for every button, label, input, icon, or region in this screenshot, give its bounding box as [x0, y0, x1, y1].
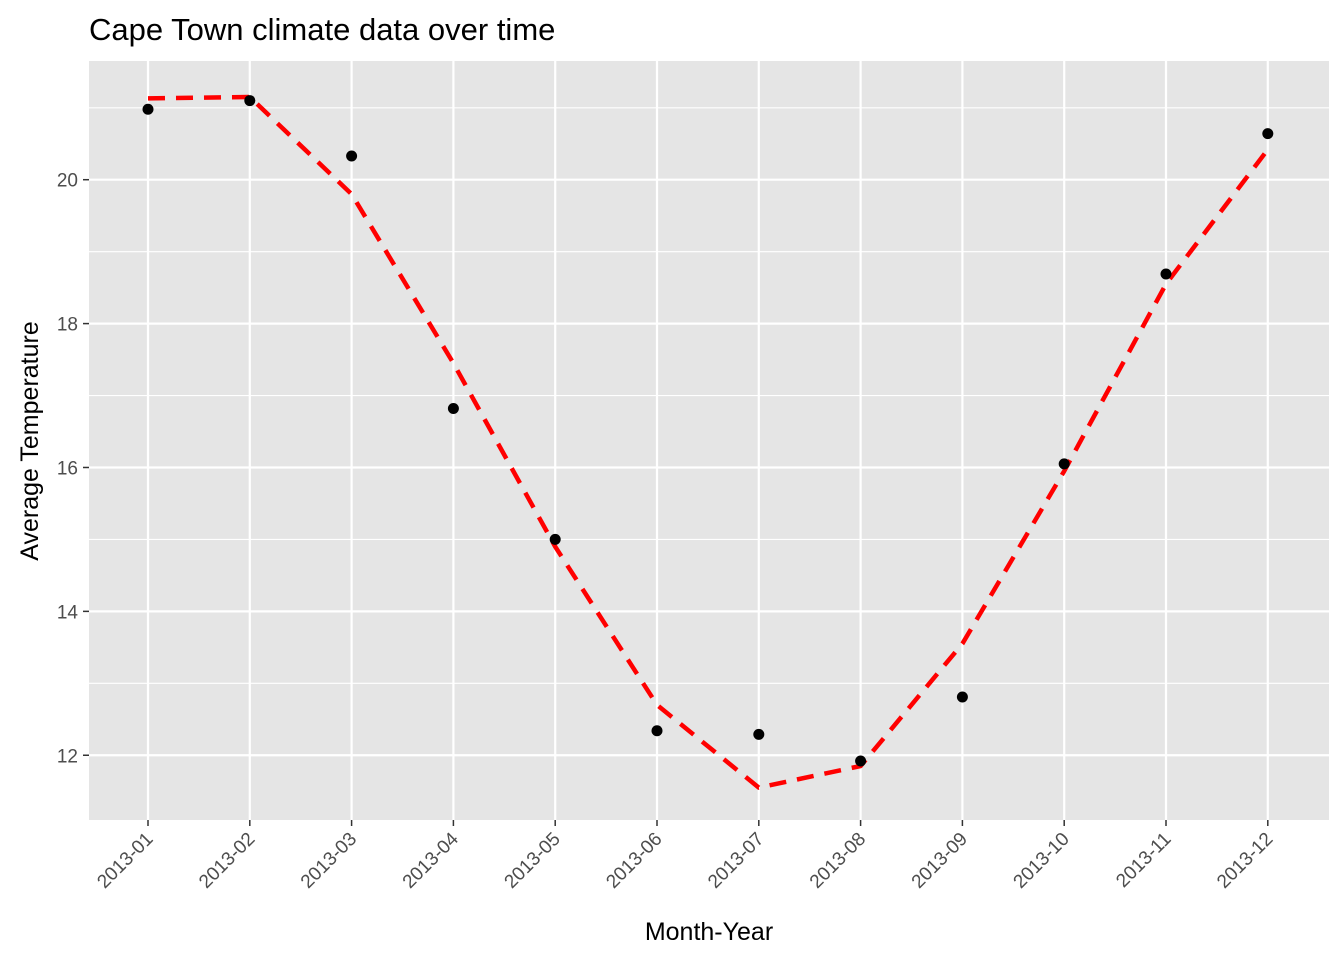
x-tick-label: 2013-01	[93, 829, 157, 893]
y-tick-label: 18	[57, 315, 78, 336]
data-point	[549, 533, 561, 545]
y-axis-ticks: 12 14 16 18 20	[57, 171, 89, 767]
data-point	[753, 728, 765, 740]
data-point	[855, 755, 867, 767]
points-layer	[142, 95, 1274, 767]
data-point	[142, 103, 154, 115]
trend-line	[147, 94, 1270, 790]
x-tick-label: 2013-08	[806, 829, 870, 893]
x-tick-label: 2013-09	[908, 829, 972, 893]
y-tick-label: 14	[57, 602, 79, 623]
data-point	[651, 725, 663, 737]
data-point	[1058, 458, 1070, 470]
plot-panel	[89, 61, 1329, 820]
y-axis-title: Average Temperature	[16, 321, 44, 561]
data-point	[447, 402, 459, 414]
chart-title: Cape Town climate data over time	[89, 12, 555, 47]
x-tick-label: 2013-04	[399, 828, 463, 892]
grid-minor	[89, 107, 1329, 684]
x-axis-ticks: 2013-01 2013-02 2013-03 2013-04 2013-05 2013-…	[93, 820, 1277, 893]
trend-layer	[147, 94, 1270, 790]
data-point	[244, 95, 256, 107]
x-tick-label: 2013-10	[1010, 829, 1074, 893]
x-tick-label: 2013-12	[1213, 829, 1277, 893]
data-point	[956, 691, 968, 703]
data-point	[1262, 128, 1274, 140]
x-tick-label: 2013-03	[297, 829, 361, 893]
x-tick-label: 2013-07	[704, 829, 768, 893]
x-axis-title: Month-Year	[645, 918, 773, 946]
data-point	[1160, 268, 1172, 280]
data-point	[346, 150, 358, 162]
x-tick-label: 2013-02	[195, 829, 259, 893]
y-tick-label: 16	[57, 458, 78, 479]
y-tick-label: 20	[57, 171, 78, 192]
x-tick-label: 2013-06	[602, 829, 666, 893]
x-tick-label: 2013-11	[1112, 829, 1175, 892]
grid-major	[89, 61, 1329, 820]
y-tick-label: 12	[57, 746, 78, 767]
x-tick-label: 2013-05	[501, 829, 565, 893]
